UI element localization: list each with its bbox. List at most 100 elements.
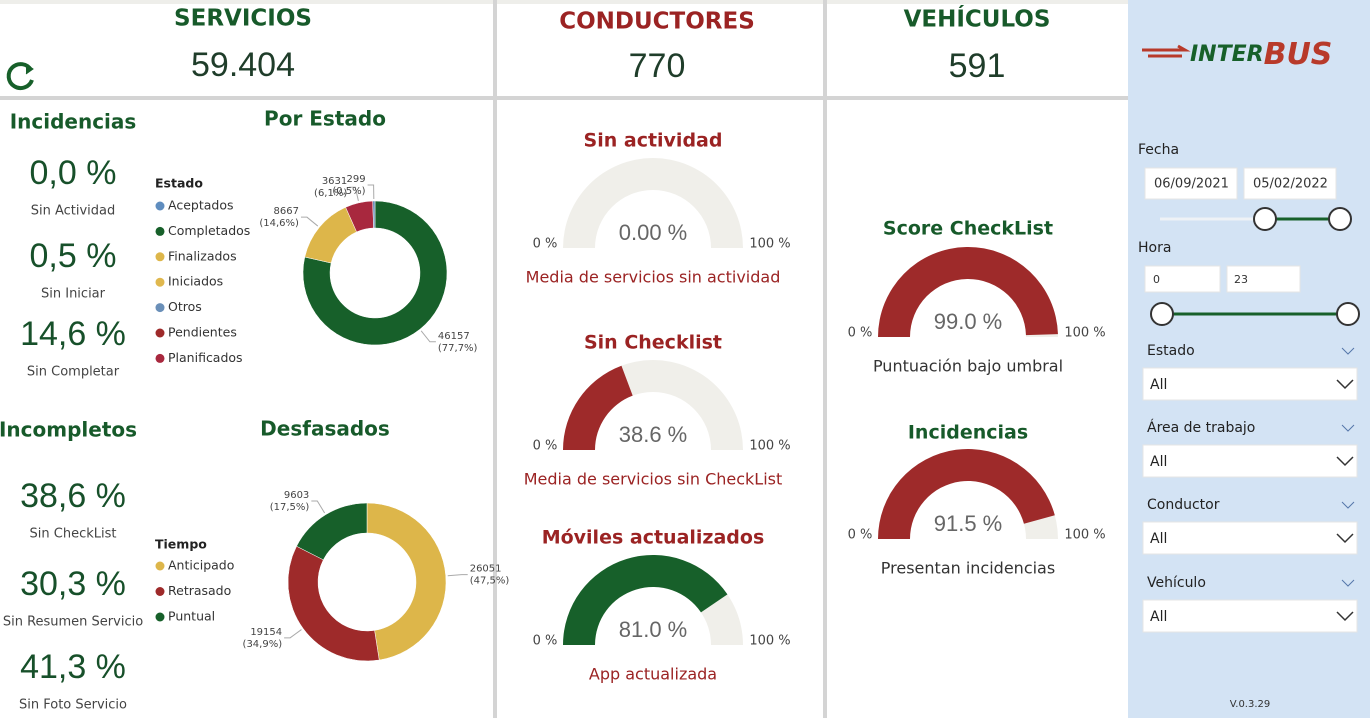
gauge-max: 100 % (749, 439, 790, 454)
leader-line (349, 186, 359, 201)
gauge-max: 100 % (749, 237, 790, 252)
kpi-title: VEHÍCULOS (904, 5, 1051, 33)
slider-handle[interactable] (1328, 207, 1352, 231)
leader-line (420, 330, 436, 343)
legend-label[interactable]: Completados (168, 223, 250, 238)
data-label: 26051 (47,5%) (470, 564, 510, 587)
legend-swatch (155, 561, 165, 571)
version: V.0.3.29 (1230, 699, 1271, 710)
legend-label[interactable]: Iniciados (168, 274, 223, 289)
gauge-min: 0 % (848, 528, 873, 543)
legend-swatch (155, 612, 165, 622)
filter-label: Conductor (1147, 497, 1220, 513)
legend-label[interactable]: Pendientes (168, 325, 237, 340)
data-label-value: 9603 (284, 490, 309, 501)
logo-right: BUS (1264, 37, 1333, 72)
collapse-chevron[interactable] (1341, 501, 1355, 509)
data-label-value: 19154 (250, 627, 282, 638)
donut-slice (287, 545, 380, 662)
leader-line (300, 216, 319, 227)
kpi-value: 770 (629, 47, 686, 85)
dropdown-chevron (1336, 533, 1354, 544)
data-label: 46157 (77,7%) (438, 331, 478, 354)
data-label-value: 299 (346, 174, 365, 185)
kpi-value: 41,3 % (20, 648, 126, 686)
refresh-icon[interactable] (6, 62, 34, 91)
gauge-value (878, 448, 1055, 539)
legend-label[interactable]: Puntual (168, 609, 215, 624)
data-label: 9603 (17,5%) (270, 490, 310, 513)
gauge-caption: Presentan incidencias (881, 559, 1055, 578)
data-label: 299 (0,5%) (332, 174, 365, 197)
data-label-pct: (47,5%) (470, 576, 510, 587)
dropdown[interactable] (1142, 367, 1358, 401)
slider-handle[interactable] (1150, 302, 1174, 326)
collapse-chevron[interactable] (1341, 424, 1355, 432)
donut-slice (296, 502, 368, 561)
gauge-value-label: 99.0 % (934, 309, 1003, 334)
legend-label[interactable]: Otros (168, 299, 202, 314)
separator (823, 0, 827, 718)
kpi-title: CONDUCTORES (559, 9, 755, 35)
data-label-pct: (17,5%) (270, 502, 310, 513)
data-label: 3631 (6,1%) (314, 176, 347, 199)
section-title: Incidencias (10, 110, 137, 134)
collapse-chevron[interactable] (1341, 579, 1355, 587)
donut-slice (304, 206, 357, 264)
leader-line (311, 500, 326, 514)
filter-label: Área de trabajo (1147, 419, 1255, 436)
kpi-value: 0,0 % (30, 154, 117, 192)
gauge-caption: Media de servicios sin CheckList (524, 470, 783, 489)
data-label-value: 46157 (438, 331, 470, 342)
dropdown-value: All (1150, 454, 1167, 470)
dropdown-value: All (1150, 377, 1167, 393)
chart-title: Por Estado (264, 107, 386, 131)
dropdown[interactable] (1142, 599, 1358, 633)
gauge-title: Incidencias (908, 422, 1028, 444)
gauge-value-label: 38.6 % (619, 422, 688, 447)
gauge-caption: Puntuación bajo umbral (873, 357, 1063, 376)
dropdown[interactable] (1142, 444, 1358, 478)
data-label-value: 8667 (274, 206, 299, 217)
data-label-pct: (6,1%) (314, 188, 347, 199)
legend-label[interactable]: Retrasado (168, 583, 231, 598)
legend-title: Estado (155, 176, 203, 191)
gauge-value-label: 91.5 % (934, 511, 1003, 536)
slider-handle[interactable] (1336, 302, 1360, 326)
legend-label[interactable]: Aceptados (168, 198, 234, 213)
separator (0, 96, 1128, 100)
date-input[interactable] (1243, 167, 1337, 200)
dropdown[interactable] (1142, 521, 1358, 555)
legend-label[interactable]: Anticipado (168, 558, 234, 573)
dropdown-value: All (1150, 609, 1167, 625)
legend-label[interactable]: Finalizados (168, 248, 237, 263)
legend-swatch (155, 277, 165, 287)
gauge-max: 100 % (1064, 528, 1105, 543)
data-label-value: 26051 (470, 564, 502, 575)
collapse-chevron[interactable] (1341, 347, 1355, 355)
data-label-value: 3631 (322, 176, 347, 187)
hour-to: 23 (1234, 273, 1248, 286)
data-label-pct: (0,5%) (332, 186, 365, 197)
hour-input[interactable] (1144, 265, 1221, 293)
donut-slice (372, 200, 376, 229)
legend-swatch (155, 252, 165, 262)
filter-label: Estado (1147, 343, 1195, 359)
dropdown-chevron (1336, 611, 1354, 622)
date-to: 05/02/2022 (1253, 177, 1328, 192)
gauge-title: Móviles actualizados (542, 527, 765, 549)
dropdown-value: All (1150, 531, 1167, 547)
kpi-value: 30,3 % (20, 565, 126, 603)
legend-swatch (155, 201, 165, 211)
gauge-caption: App actualizada (589, 665, 717, 684)
data-label-pct: (14,6%) (259, 218, 299, 229)
date-input[interactable] (1144, 167, 1238, 200)
legend-label[interactable]: Planificados (168, 350, 243, 365)
dropdown-chevron (1336, 379, 1354, 390)
slider-handle[interactable] (1253, 207, 1277, 231)
gauge-max: 100 % (1064, 326, 1105, 341)
legend-swatch (155, 226, 165, 236)
hour-input[interactable] (1226, 265, 1301, 293)
kpi-label: Sin Actividad (31, 204, 116, 219)
